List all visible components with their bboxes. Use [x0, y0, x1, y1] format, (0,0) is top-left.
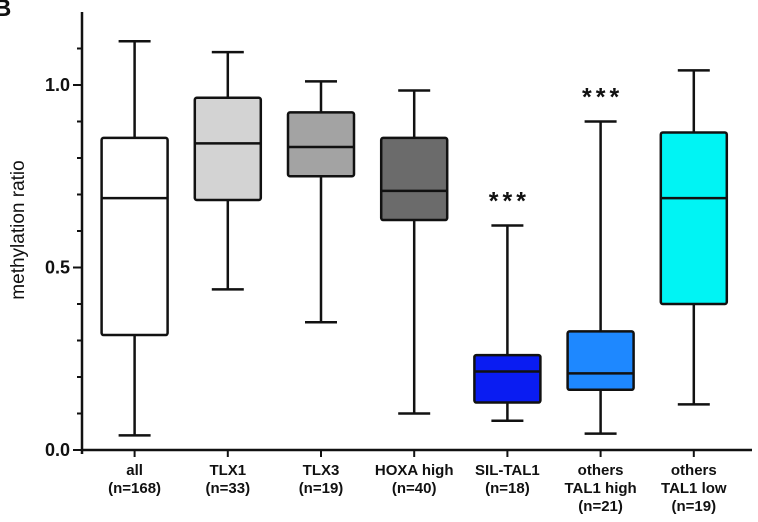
x-category-label: TLX3 [303, 462, 340, 479]
iqr-box [659, 131, 729, 306]
x-category-label: HOXA high [375, 462, 454, 479]
axes: 0.0 0.5 1.0 [45, 12, 752, 460]
x-category-label: TLX1 [209, 462, 246, 479]
x-category-label: (n=40) [392, 480, 437, 497]
significance-marker: *** [489, 188, 530, 216]
box-group: *** [473, 188, 542, 423]
box-group [379, 89, 449, 415]
x-category-label: others [578, 462, 624, 479]
iqr-box [286, 111, 356, 178]
x-category-label: (n=168) [108, 480, 161, 497]
x-category-label: (n=19) [671, 498, 716, 515]
box-group [286, 80, 356, 324]
iqr-box [379, 136, 449, 222]
box-group [193, 50, 263, 291]
iqr-box [193, 96, 263, 202]
x-category-label: (n=21) [578, 498, 623, 515]
boxes: *** *** [100, 39, 729, 437]
panel-label: B [0, 0, 11, 22]
y-tick-label: 1.0 [45, 75, 70, 95]
x-category-label: (n=19) [299, 480, 344, 497]
iqr-box [566, 330, 635, 392]
x-category-label: others [671, 462, 717, 479]
category-labels: all(n=168)TLX1(n=33)TLX3(n=19)HOXA high(… [108, 450, 727, 515]
iqr-box [473, 353, 542, 404]
x-category-label: SIL-TAL1 [475, 462, 540, 479]
x-category-label: (n=18) [485, 480, 530, 497]
box-group [100, 39, 169, 437]
x-category-label: TAL1 high [564, 480, 636, 497]
box-group: *** [566, 84, 635, 435]
y-tick-label: 0.5 [45, 258, 70, 278]
x-category-label: TAL1 low [661, 480, 727, 497]
significance-marker: *** [582, 84, 623, 112]
box-group [659, 69, 729, 406]
y-tick-label: 0.0 [45, 440, 70, 460]
x-category-label: (n=33) [205, 480, 250, 497]
y-axis-title: methylation ratio [8, 160, 29, 299]
iqr-box [100, 136, 169, 337]
x-category-label: all [126, 462, 143, 479]
